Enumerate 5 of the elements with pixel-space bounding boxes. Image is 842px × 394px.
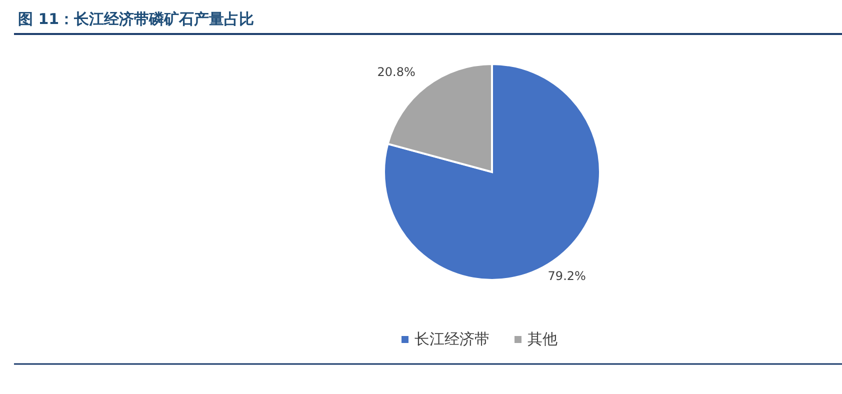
data-label: 79.2% <box>548 268 586 283</box>
legend-label: 长江经济带 <box>414 330 490 348</box>
data-label: 20.8% <box>377 64 416 79</box>
text: 图 11：长江经济带磷矿石产量占比 <box>18 10 254 28</box>
legend-label: 其他 <box>528 330 558 348</box>
